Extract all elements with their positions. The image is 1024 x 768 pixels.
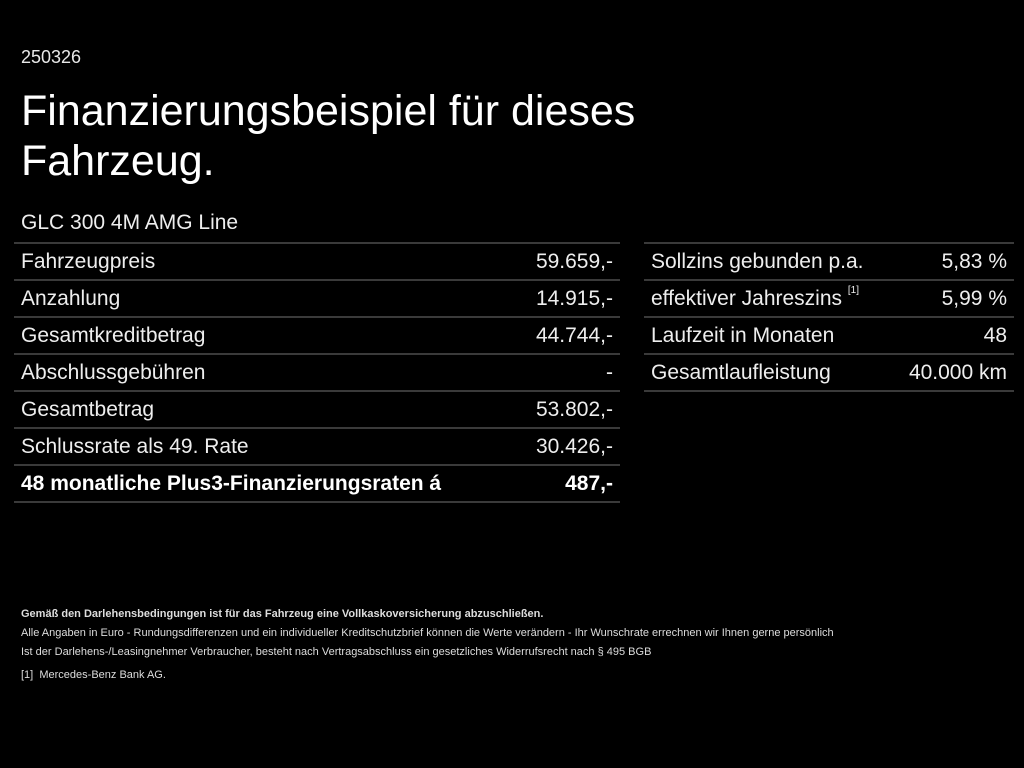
monthly-rate-row: 48 monatliche Plus3-Finanzierungsraten á… [14,465,620,503]
vehicle-model: GLC 300 4M AMG Line [21,211,239,234]
row-value: 5,99 % [891,280,1014,318]
page-title: Finanzierungsbeispiel für dieses Fahrzeu… [21,87,636,185]
table-row: Schlussrate als 49. Rate 30.426,- [14,428,620,466]
row-value: 30.426,- [514,428,620,466]
monthly-rate-value: 487,- [514,465,620,503]
row-label: 48 monatliche Plus3-Finanzierungsraten á [14,465,515,503]
interest-table: Sollzins gebunden p.a. 5,83 % effektiver … [644,242,1014,392]
table-row: Anzahlung 14.915,- [14,280,620,318]
row-label: Anzahlung [14,280,515,318]
row-value: 40.000 km [891,354,1014,392]
financing-table: Fahrzeugpreis 59.659,- Anzahlung 14.915,- … [14,242,620,503]
row-label: Abschlussgebühren [14,354,515,392]
offer-code: 250326 [21,47,82,67]
footnote: [1] Mercedes-Benz Bank AG. [21,669,166,681]
row-value: 59.659,- [514,242,620,281]
row-label: Sollzins gebunden p.a. [644,242,892,281]
legal-notes: Gemäß den Darlehensbedingungen ist für d… [21,605,834,685]
table-row: Abschlussgebühren - [14,354,620,392]
row-label: Laufzeit in Monaten [644,317,892,355]
table-row: Laufzeit in Monaten 48 [644,317,1014,355]
row-value: 48 [891,317,1014,355]
disclaimer-line-2: Ist der Darlehens-/Leasingnehmer Verbrau… [21,646,652,658]
row-label: Schlussrate als 49. Rate [14,428,515,466]
table-row: Fahrzeugpreis 59.659,- [14,242,620,281]
row-label: Gesamtlaufleistung [644,354,892,392]
table-row: Gesamtlaufleistung 40.000 km [644,354,1014,392]
footnote-marker: [1] [847,284,859,296]
insurance-note: Gemäß den Darlehensbedingungen ist für d… [21,608,544,620]
row-value: 5,83 % [891,242,1014,281]
row-label: effektiver Jahreszins [1] [644,280,892,318]
row-label: Gesamtbetrag [14,391,515,429]
row-value: 14.915,- [514,280,620,318]
table-row: Gesamtkreditbetrag 44.744,- [14,317,620,355]
row-value: 44.744,- [514,317,620,355]
table-row: effektiver Jahreszins [1] 5,99 % [644,280,1014,318]
row-value: - [514,354,620,392]
table-row: Gesamtbetrag 53.802,- [14,391,620,429]
row-label: Gesamtkreditbetrag [14,317,515,355]
row-value: 53.802,- [514,391,620,429]
disclaimer-line-1: Alle Angaben in Euro - Rundungsdifferenz… [21,627,834,639]
table-row: Sollzins gebunden p.a. 5,83 % [644,242,1014,281]
row-label: Fahrzeugpreis [14,242,515,281]
